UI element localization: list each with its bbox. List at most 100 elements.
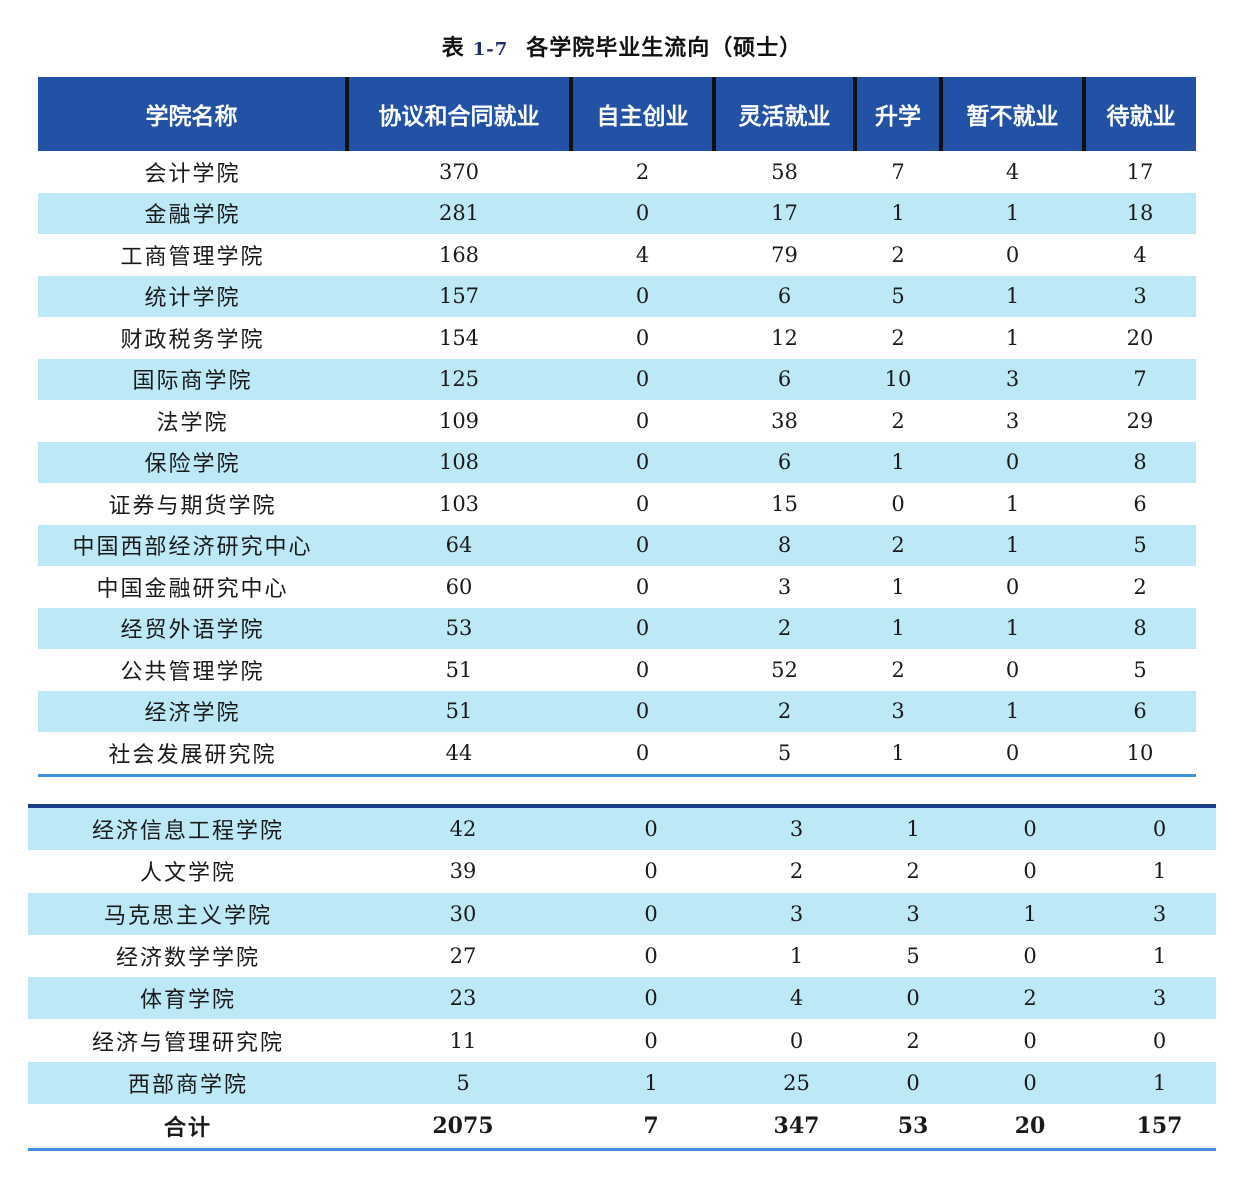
not-employed-yet-cell: 1 (941, 607, 1084, 649)
column-header-college: 学院名称 (38, 77, 349, 151)
self-employed-cell: 0 (571, 524, 714, 566)
table-row: 工商管理学院 168 4 79 2 0 4 (38, 234, 1196, 276)
contract-employment-cell: 51 (445, 657, 473, 682)
self-employed-cell: 0 (644, 1028, 658, 1053)
awaiting-employment-cell: 2 (1133, 574, 1147, 599)
college-name-cell: 社会发展研究院 (38, 732, 347, 777)
self-employed-cell: 0 (635, 657, 650, 682)
flexible-employment-cell: 3 (724, 808, 869, 851)
college-name-cell: 中国金融研究中心 (96, 576, 289, 602)
further-study-cell: 1 (855, 607, 941, 649)
self-employed-cell: 0 (571, 732, 714, 777)
self-employed-cell: 0 (578, 892, 724, 935)
awaiting-employment-cell: 1 (1152, 859, 1167, 884)
further-study-cell: 0 (891, 491, 905, 516)
table-row: 体育学院 23 0 4 0 2 3 (28, 977, 1216, 1020)
total-value-cell: 157 (1103, 1104, 1216, 1152)
not-employed-yet-cell: 1 (957, 892, 1103, 935)
flexible-employment-cell: 79 (771, 242, 798, 267)
continuation-header-rule (28, 804, 1216, 808)
column-header-contract-employment: 协议和合同就业 (347, 77, 573, 151)
self-employed-cell: 0 (644, 944, 658, 969)
awaiting-employment-cell: 17 (1126, 159, 1154, 184)
total-value-cell: 53 (869, 1104, 957, 1152)
self-employed-cell: 0 (578, 808, 724, 851)
total-value-cell: 2075 (348, 1104, 578, 1152)
flexible-employment-cell: 1 (789, 944, 804, 969)
flexible-employment-cell: 2 (789, 859, 804, 884)
table-row: 国际商学院 125 0 6 10 3 7 (38, 358, 1196, 400)
self-employed-cell: 0 (635, 491, 650, 516)
table-row: 中国西部经济研究中心 64 0 8 2 1 5 (38, 524, 1196, 566)
awaiting-employment-cell: 6 (1084, 690, 1196, 732)
contract-employment-cell: 5 (348, 1061, 578, 1105)
college-name-cell: 马克思主义学院 (28, 892, 348, 935)
total-row: 合计 2075 7 347 53 20 157 (28, 1104, 1216, 1152)
further-study-cell: 5 (906, 944, 920, 969)
college-name-cell: 工商管理学院 (120, 244, 265, 270)
awaiting-employment-cell: 4 (1133, 242, 1147, 267)
table-row: 西部商学院 5 1 25 0 0 1 (28, 1061, 1216, 1105)
college-name-cell: 金融学院 (38, 192, 347, 234)
table-row: 证券与期货学院 103 0 15 0 1 6 (38, 483, 1196, 525)
table-title-text: 各学院毕业生流向（硕士） (526, 36, 803, 61)
awaiting-employment-cell: 0 (1103, 808, 1216, 851)
college-name-cell: 证券与期货学院 (108, 493, 277, 519)
total-label: 合计 (28, 1104, 348, 1152)
total-value-cell: 347 (724, 1104, 869, 1152)
table-row: 公共管理学院 51 0 52 2 0 5 (38, 649, 1196, 691)
self-employed-cell: 4 (635, 242, 650, 267)
college-name-cell: 经济学院 (38, 690, 347, 732)
flexible-employment-cell: 52 (771, 657, 798, 682)
college-name-cell: 财政税务学院 (120, 327, 265, 353)
not-employed-yet-cell: 1 (941, 192, 1084, 234)
awaiting-employment-cell: 8 (1084, 441, 1196, 483)
awaiting-employment-cell: 1 (1152, 944, 1167, 969)
awaiting-employment-cell: 1 (1103, 1061, 1216, 1105)
flexible-employment-cell: 3 (777, 574, 792, 599)
contract-employment-cell: 157 (347, 275, 571, 317)
college-name-cell: 会计学院 (144, 161, 241, 187)
awaiting-employment-cell: 5 (1133, 657, 1147, 682)
awaiting-employment-cell: 3 (1103, 892, 1216, 935)
college-name-cell: 经济数学学院 (115, 946, 260, 972)
self-employed-cell: 0 (571, 192, 714, 234)
not-employed-yet-cell: 4 (1005, 159, 1020, 184)
flexible-employment-cell: 38 (771, 408, 798, 433)
further-study-cell: 0 (869, 977, 957, 1020)
flexible-employment-cell: 8 (714, 524, 855, 566)
column-header-not-employed-yet: 暂不就业 (941, 77, 1086, 151)
table-row: 经济与管理研究院 11 0 0 2 0 0 (28, 1019, 1216, 1061)
further-study-cell: 2 (891, 325, 905, 350)
not-employed-yet-cell: 3 (1005, 408, 1020, 433)
flexible-employment-cell: 25 (724, 1061, 869, 1105)
awaiting-employment-cell: 5 (1084, 524, 1196, 566)
not-employed-yet-cell: 2 (957, 977, 1103, 1020)
college-name-cell: 中国西部经济研究中心 (38, 524, 347, 566)
not-employed-yet-cell: 1 (941, 524, 1084, 566)
self-employed-cell: 0 (571, 607, 714, 649)
further-study-cell: 3 (869, 892, 957, 935)
college-name-cell: 保险学院 (38, 441, 347, 483)
college-name-cell: 国际商学院 (38, 358, 347, 400)
column-header-further-study: 升学 (855, 77, 943, 151)
self-employed-cell: 0 (635, 325, 650, 350)
contract-employment-cell: 281 (347, 192, 571, 234)
further-study-cell: 2 (891, 408, 905, 433)
self-employed-cell: 0 (578, 977, 724, 1020)
not-employed-yet-cell: 0 (941, 441, 1084, 483)
table-title: 表 1-7 各学院毕业生流向（硕士） (0, 30, 1244, 62)
further-study-cell: 1 (869, 808, 957, 851)
awaiting-employment-cell: 6 (1133, 491, 1147, 516)
flexible-employment-cell: 6 (714, 358, 855, 400)
contract-employment-cell: 109 (438, 408, 480, 433)
further-study-cell: 7 (891, 159, 905, 184)
graduate-destination-table-lower: 经济信息工程学院 42 0 3 1 0 0 人文学院 39 0 2 2 0 1 马克思主义学院 30 0 3 3 1 3… (28, 804, 1216, 1152)
graduate-destination-table-upper: 学院名称 协议和合同就业 自主创业 灵活就业 升学 暂不就业 待就业 会计学院 3… (38, 77, 1196, 777)
contract-employment-cell: 23 (348, 977, 578, 1020)
flexible-employment-cell: 2 (714, 690, 855, 732)
flexible-employment-cell: 0 (789, 1028, 804, 1053)
not-employed-yet-cell: 1 (1005, 325, 1020, 350)
not-employed-yet-cell: 3 (941, 358, 1084, 400)
flexible-employment-cell: 2 (714, 607, 855, 649)
